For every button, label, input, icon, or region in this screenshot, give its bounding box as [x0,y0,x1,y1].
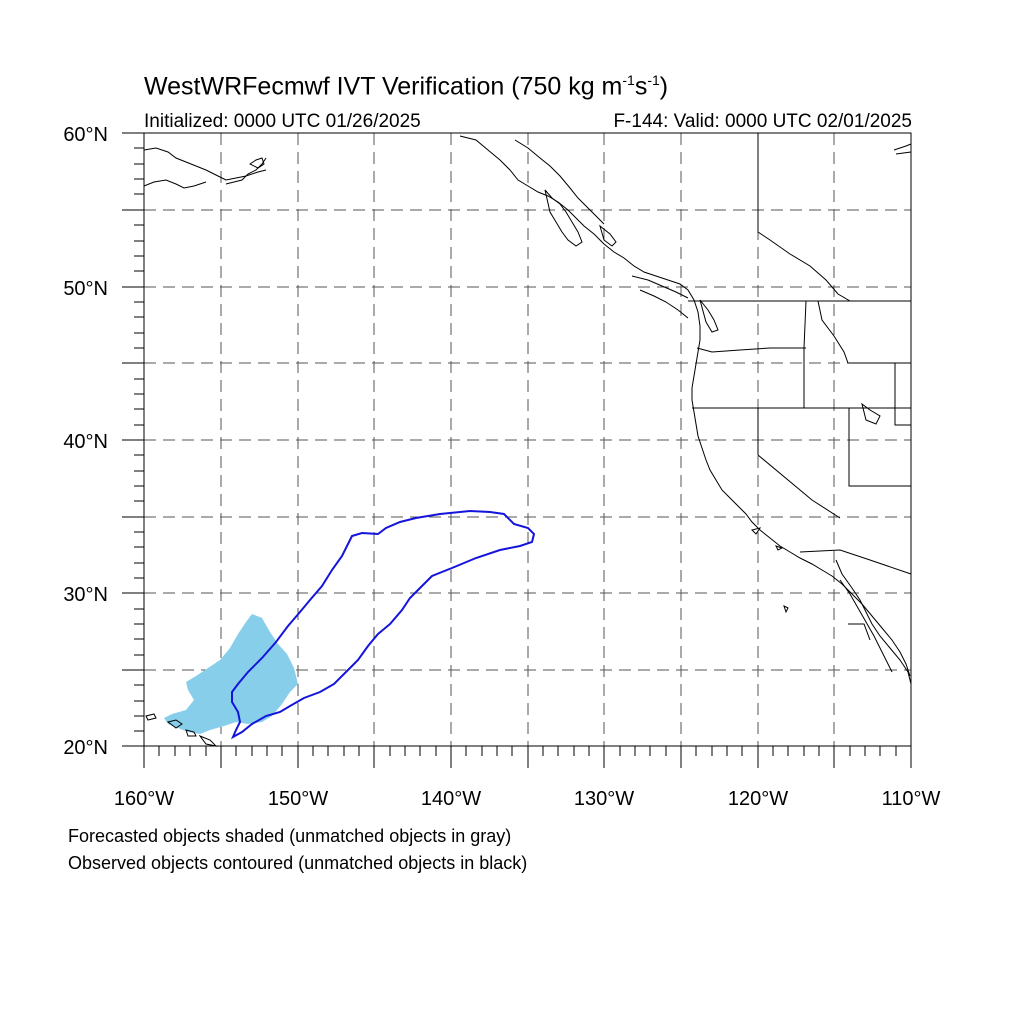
lon-label-110w: 110°W [882,788,941,810]
lon-label-160w: 160°W [114,788,174,810]
lon-label-130w: 130°W [574,788,634,810]
lat-label-40n: 40°N [63,431,108,453]
lat-label-60n: 60°N [63,124,108,146]
observed-note: Observed objects contoured (unmatched ob… [68,853,528,873]
title-suffix: ) [659,72,669,101]
initialized-label: Initialized: 0000 UTC 01/26/2025 [144,111,421,132]
observed-object-contour [230,509,536,740]
coastlines [143,133,912,747]
lat-label-30n: 30°N [63,584,108,606]
lon-label-150w: 150°W [268,788,328,810]
forecast-note: Forecasted objects shaded (unmatched obj… [68,826,512,846]
lon-label-140w: 140°W [421,788,481,810]
title-prefix: WestWRFecmwf IVT Verification (750 kg m [144,72,623,101]
title-exponent-2: -1 [647,72,660,88]
title-exponent-1: -1 [622,72,635,88]
lat-label-20n: 20°N [63,737,108,759]
axis-ticks [122,132,912,768]
figure-title: WestWRFecmwf IVT Verification (750 kg m-… [144,72,668,101]
forecast-object [164,614,298,734]
lon-label-120w: 120°W [728,788,788,810]
title-unit-s: s [634,72,648,101]
lat-label-50n: 50°N [63,278,108,300]
valid-label: F-144: Valid: 0000 UTC 02/01/2025 [613,111,912,132]
